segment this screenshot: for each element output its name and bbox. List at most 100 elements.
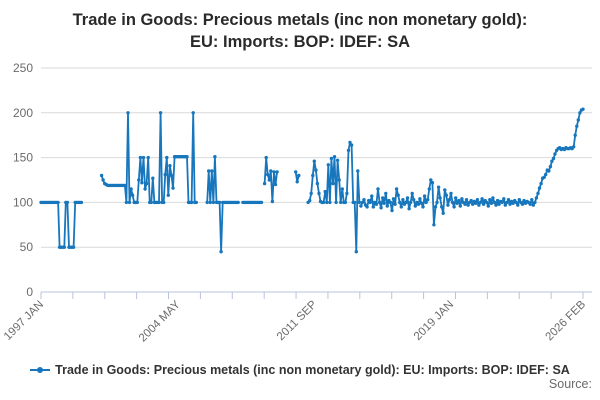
data-point <box>149 200 153 205</box>
data-point <box>157 200 161 205</box>
data-point <box>408 200 413 205</box>
data-point <box>349 143 354 147</box>
data-point <box>447 198 452 202</box>
data-point <box>390 208 394 213</box>
data-point <box>404 200 408 205</box>
data-point <box>158 111 163 115</box>
data-point <box>138 155 143 160</box>
data-point <box>433 205 438 209</box>
y-tick-label: 250 <box>13 61 33 75</box>
data-point <box>436 185 441 189</box>
data-point <box>419 201 424 205</box>
data-point <box>511 201 515 205</box>
data-point <box>126 111 130 115</box>
data-point <box>71 245 76 249</box>
y-tick-label: 0 <box>26 285 33 299</box>
data-point <box>481 202 486 206</box>
data-point <box>348 140 352 145</box>
data-point <box>491 196 495 200</box>
data-point <box>480 197 484 201</box>
data-point <box>388 200 393 205</box>
data-point <box>446 203 450 207</box>
data-point <box>370 194 374 198</box>
data-point <box>466 203 470 207</box>
data-point <box>130 193 135 197</box>
data-point <box>371 205 375 209</box>
data-point <box>503 203 507 207</box>
data-point <box>489 201 494 205</box>
data-point <box>553 152 557 156</box>
data-point <box>264 155 268 160</box>
data-point <box>391 197 396 201</box>
data-point <box>440 205 444 209</box>
data-point <box>162 200 166 205</box>
data-point <box>151 176 155 180</box>
data-point <box>317 191 321 196</box>
data-point <box>505 200 509 205</box>
data-point <box>294 170 298 174</box>
data-point <box>455 201 459 205</box>
data-point <box>536 191 540 196</box>
data-point <box>548 164 553 169</box>
data-point <box>458 204 462 208</box>
data-point <box>432 223 436 227</box>
data-point <box>516 203 520 207</box>
data-point <box>475 198 480 202</box>
data-point <box>426 198 430 202</box>
data-point <box>573 133 577 137</box>
data-point <box>424 200 428 205</box>
data-point <box>219 250 223 254</box>
data-point <box>56 200 60 205</box>
data-point <box>328 200 332 205</box>
y-tick-label: 50 <box>20 240 34 254</box>
data-point <box>410 191 414 196</box>
data-point <box>266 172 270 177</box>
data-point <box>365 205 369 209</box>
x-tick-label: 1997 JAN <box>2 299 46 343</box>
chart-title: Trade in Goods: Precious metals (inc non… <box>0 9 600 54</box>
data-point <box>418 197 422 201</box>
chart-title-line-1: Trade in Goods: Precious metals (inc non… <box>72 11 528 29</box>
data-point <box>379 206 383 210</box>
series-line <box>307 141 361 253</box>
data-point <box>539 181 543 186</box>
data-point <box>514 200 518 205</box>
data-point <box>169 173 174 178</box>
y-tick-label: 100 <box>13 195 33 209</box>
data-point <box>135 200 139 205</box>
data-point <box>323 189 327 194</box>
data-point <box>471 202 475 206</box>
data-point <box>194 200 198 205</box>
data-point <box>398 200 402 205</box>
source-label: Source: <box>548 377 592 391</box>
data-point <box>272 170 276 174</box>
series-line <box>40 201 83 249</box>
data-point <box>578 111 582 115</box>
data-point <box>343 200 348 205</box>
data-point <box>421 205 425 209</box>
data-point <box>551 156 556 161</box>
data-point <box>295 180 299 184</box>
data-point <box>146 155 150 160</box>
data-point <box>517 198 521 202</box>
data-point <box>460 197 464 201</box>
data-point <box>168 164 172 168</box>
data-point <box>65 200 70 205</box>
data-point <box>334 200 338 205</box>
data-point <box>457 198 461 203</box>
data-point <box>353 200 357 205</box>
data-point <box>520 202 525 206</box>
data-point <box>435 200 439 205</box>
legend-line-marker-icon <box>30 367 51 373</box>
data-point <box>413 204 417 208</box>
x-tick-label: 2011 SEP <box>275 298 320 343</box>
data-point <box>382 201 386 205</box>
data-point <box>171 186 175 190</box>
data-point <box>315 181 320 186</box>
data-point <box>101 178 105 182</box>
data-point <box>533 200 537 205</box>
data-point <box>405 196 410 200</box>
y-tick-label: 150 <box>13 151 33 165</box>
data-point <box>377 200 382 205</box>
data-point <box>488 198 492 202</box>
